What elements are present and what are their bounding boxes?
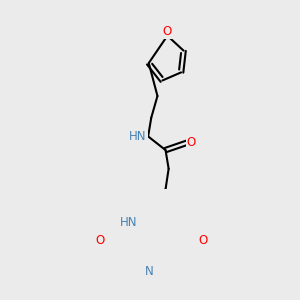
- Text: O: O: [187, 136, 196, 149]
- Text: O: O: [95, 234, 104, 247]
- Text: HN: HN: [119, 216, 137, 229]
- Text: HN: HN: [129, 130, 147, 143]
- Text: O: O: [163, 25, 172, 38]
- Text: O: O: [198, 234, 207, 247]
- Text: N: N: [144, 265, 153, 278]
